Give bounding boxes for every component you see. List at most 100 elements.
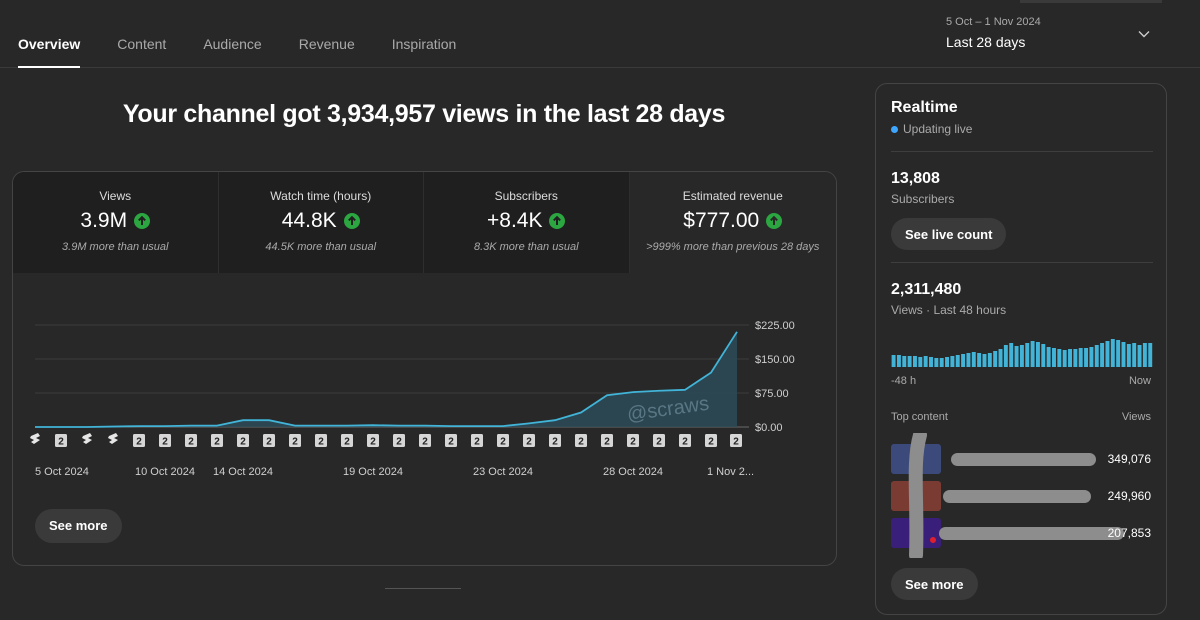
top-content-item[interactable]: 249,960 — [891, 481, 1153, 511]
realtime-bar — [1132, 343, 1137, 367]
realtime-bar — [1142, 343, 1147, 367]
see-more-top-content-button[interactable]: See more — [891, 568, 978, 600]
realtime-bar — [945, 357, 950, 367]
upload-marker[interactable]: 2 — [341, 434, 353, 448]
svg-text:2: 2 — [630, 437, 636, 448]
x-tick-label: 28 Oct 2024 — [603, 466, 663, 478]
divider — [891, 262, 1153, 263]
x-tick-label: 23 Oct 2024 — [473, 466, 533, 478]
realtime-bar — [955, 355, 960, 367]
live-status: Updating live — [891, 122, 972, 136]
upload-marker[interactable]: 2 — [367, 434, 379, 448]
shorts-marker-icon[interactable] — [30, 433, 40, 444]
realtime-bar — [977, 353, 982, 367]
scroll-indicator — [385, 588, 461, 589]
metric-watch-time[interactable]: Watch time (hours) 44.8K 44.5K more than… — [218, 172, 424, 273]
upload-marker[interactable]: 2 — [601, 434, 613, 448]
axis-left-label: -48 h — [891, 375, 917, 387]
svg-text:2: 2 — [58, 437, 64, 448]
x-tick-label: 14 Oct 2024 — [213, 466, 273, 478]
upload-marker[interactable]: 2 — [159, 434, 171, 448]
realtime-panel: Realtime Updating live 13,808 Subscriber… — [875, 83, 1167, 615]
upload-marker[interactable]: 2 — [289, 434, 301, 448]
svg-text:2: 2 — [733, 437, 739, 448]
realtime-subscribers-value: 13,808 — [891, 170, 940, 187]
metric-estimated-revenue[interactable]: Estimated revenue $777.00 >999% more tha… — [629, 172, 836, 273]
upload-marker[interactable]: 2 — [575, 434, 587, 448]
realtime-bar — [1014, 346, 1019, 367]
realtime-title: Realtime — [891, 99, 958, 116]
redacted-title — [939, 527, 1124, 540]
revenue-area — [35, 331, 737, 427]
svg-text:2: 2 — [266, 437, 272, 448]
see-more-button[interactable]: See more — [35, 509, 122, 543]
upload-marker[interactable]: 2 — [497, 434, 509, 448]
metric-tabs: Views 3.9M 3.9M more than usual Watch ti… — [13, 172, 836, 273]
svg-text:2: 2 — [422, 437, 428, 448]
realtime-bar — [961, 354, 966, 367]
upload-marker[interactable]: 2 — [211, 434, 223, 448]
upload-marker[interactable]: 2 — [627, 434, 639, 448]
realtime-bar — [993, 351, 998, 367]
redaction-mark — [908, 433, 936, 558]
realtime-bar — [982, 354, 987, 367]
shorts-marker-icon[interactable] — [108, 433, 118, 444]
upload-marker[interactable]: 2 — [730, 434, 742, 448]
realtime-bar — [1019, 345, 1024, 367]
realtime-bar — [1078, 348, 1083, 367]
upload-marker[interactable]: 2 — [237, 434, 249, 448]
metric-note: 8.3K more than usual — [473, 241, 579, 253]
upload-marker[interactable]: 2 — [263, 434, 275, 448]
realtime-bar — [1003, 345, 1008, 367]
svg-text:2: 2 — [214, 437, 220, 448]
see-live-count-button[interactable]: See live count — [891, 218, 1007, 250]
upload-marker[interactable]: 2 — [393, 434, 405, 448]
metric-subscribers[interactable]: Subscribers +8.4K 8.3K more than usual — [424, 172, 630, 273]
tab-audience[interactable]: Audience — [203, 36, 262, 52]
upload-marker[interactable]: 2 — [705, 434, 717, 448]
upload-marker[interactable]: 2 — [471, 434, 483, 448]
upload-marker[interactable]: 2 — [133, 434, 145, 448]
metric-value: +8.4K — [487, 209, 543, 232]
upload-marker[interactable]: 2 — [445, 434, 457, 448]
top-content-item[interactable]: 349,076 — [891, 444, 1153, 474]
upload-marker[interactable]: 2 — [55, 434, 67, 448]
tab-bar: Overview Content Audience Revenue Inspir… — [18, 36, 493, 68]
overview-card: Views 3.9M 3.9M more than usual Watch ti… — [12, 171, 837, 566]
metric-label: Estimated revenue — [682, 189, 783, 203]
upload-marker[interactable]: 2 — [315, 434, 327, 448]
realtime-bar — [1068, 349, 1072, 367]
realtime-bar — [1073, 349, 1078, 367]
realtime-bar — [896, 355, 901, 367]
upload-marker[interactable]: 2 — [523, 434, 535, 448]
upload-marker[interactable]: 2 — [549, 434, 561, 448]
realtime-bar — [1121, 342, 1126, 367]
realtime-bar — [998, 349, 1003, 367]
x-tick-label: 1 Nov 2... — [707, 466, 754, 478]
realtime-bar — [971, 352, 976, 367]
realtime-subscribers-label: Subscribers — [891, 192, 955, 206]
x-tick-label: 19 Oct 2024 — [343, 466, 403, 478]
realtime-bar — [918, 357, 923, 367]
realtime-bar — [1089, 347, 1094, 367]
live-dot-icon — [891, 125, 898, 133]
upload-marker[interactable]: 2 — [679, 434, 691, 448]
tab-overview[interactable]: Overview — [18, 36, 81, 68]
date-range-selector[interactable]: 5 Oct – 1 Nov 2024 Last 28 days — [946, 16, 1041, 50]
metric-note: 3.9M more than usual — [62, 241, 169, 253]
shorts-marker-icon[interactable] — [82, 433, 92, 444]
realtime-bar — [1046, 347, 1051, 367]
metric-views[interactable]: Views 3.9M 3.9M more than usual — [13, 172, 219, 273]
tab-content[interactable]: Content — [117, 36, 167, 52]
upload-marker[interactable]: 2 — [653, 434, 665, 448]
upload-marker[interactable]: 2 — [185, 434, 197, 448]
upload-marker[interactable]: 2 — [419, 434, 431, 448]
realtime-bar — [1041, 344, 1046, 367]
y-tick-label: $0.00 — [755, 422, 783, 434]
tab-revenue[interactable]: Revenue — [298, 36, 355, 52]
tab-inspiration[interactable]: Inspiration — [391, 36, 457, 52]
redacted-title — [943, 490, 1091, 503]
svg-text:2: 2 — [292, 437, 298, 448]
chevron-down-icon[interactable] — [1137, 27, 1151, 41]
